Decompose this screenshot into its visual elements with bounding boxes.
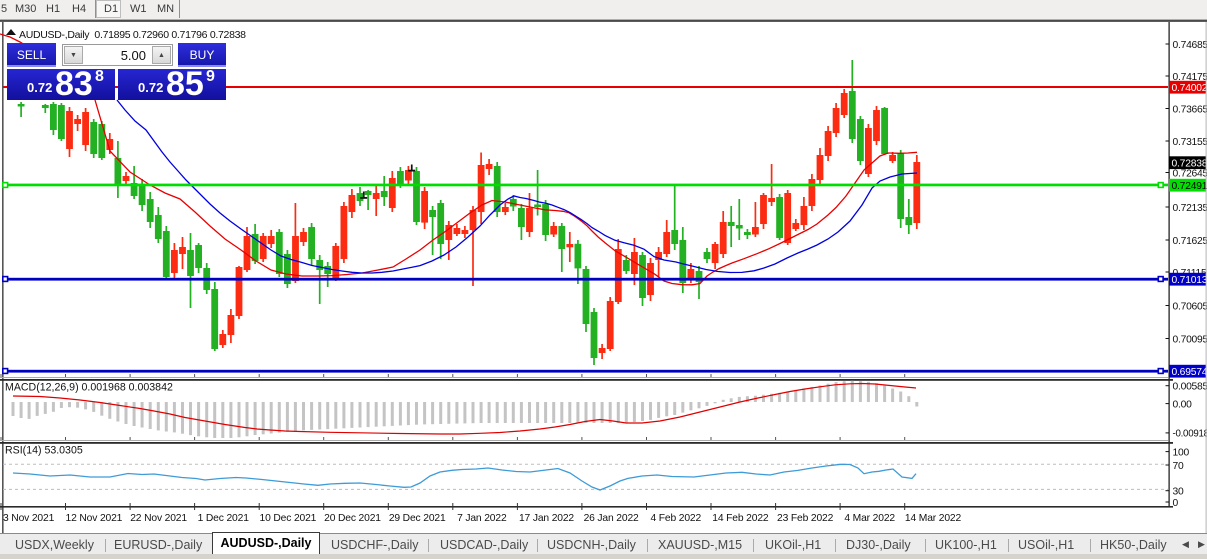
svg-text:4 Feb 2022: 4 Feb 2022 bbox=[650, 513, 701, 524]
svg-text:1 Dec 2021: 1 Dec 2021 bbox=[198, 513, 250, 524]
svg-text:0.74685: 0.74685 bbox=[1173, 40, 1207, 51]
svg-text:-0.00918: -0.00918 bbox=[1173, 429, 1207, 440]
svg-text:0.70095: 0.70095 bbox=[1173, 334, 1207, 345]
svg-text:0.71013: 0.71013 bbox=[1172, 275, 1207, 286]
svg-text:0.70605: 0.70605 bbox=[1173, 301, 1207, 312]
svg-text:0.69574: 0.69574 bbox=[1172, 367, 1207, 378]
svg-text:70: 70 bbox=[1173, 461, 1184, 472]
svg-text:RSI(14) 53.0305: RSI(14) 53.0305 bbox=[5, 445, 83, 457]
svg-text:26 Jan 2022: 26 Jan 2022 bbox=[584, 513, 639, 524]
svg-text:0.71625: 0.71625 bbox=[1173, 236, 1207, 247]
svg-text:100: 100 bbox=[1173, 447, 1190, 458]
svg-text:17 Jan 2022: 17 Jan 2022 bbox=[519, 513, 574, 524]
svg-text:23 Feb 2022: 23 Feb 2022 bbox=[777, 513, 834, 524]
svg-text:22 Nov 2021: 22 Nov 2021 bbox=[130, 513, 187, 524]
svg-text:0.72645: 0.72645 bbox=[1173, 168, 1207, 179]
svg-text:30: 30 bbox=[1173, 487, 1184, 498]
svg-text:20 Dec 2021: 20 Dec 2021 bbox=[324, 513, 381, 524]
svg-text:29 Dec 2021: 29 Dec 2021 bbox=[389, 513, 446, 524]
svg-text:7 Jan 2022: 7 Jan 2022 bbox=[457, 513, 507, 524]
svg-text:10 Dec 2021: 10 Dec 2021 bbox=[260, 513, 317, 524]
svg-text:0.72491: 0.72491 bbox=[1172, 181, 1207, 192]
svg-text:0.00585: 0.00585 bbox=[1173, 382, 1207, 393]
svg-text:4 Mar 2022: 4 Mar 2022 bbox=[844, 513, 895, 524]
svg-text:AUDUSD-,Daily 0.71895 0.72960: AUDUSD-,Daily 0.71895 0.72960 0.71796 0.… bbox=[19, 29, 246, 41]
svg-text:0.74175: 0.74175 bbox=[1173, 72, 1207, 83]
svg-text:14 Mar 2022: 14 Mar 2022 bbox=[905, 513, 962, 524]
svg-text:MACD(12,26,9) 0.001968 0.00384: MACD(12,26,9) 0.001968 0.003842 bbox=[5, 382, 173, 394]
svg-text:0.00: 0.00 bbox=[1173, 399, 1193, 410]
svg-text:0.72135: 0.72135 bbox=[1173, 203, 1207, 214]
svg-text:0.74002: 0.74002 bbox=[1172, 83, 1207, 94]
svg-text:0.73155: 0.73155 bbox=[1173, 137, 1207, 148]
svg-text:0.72838: 0.72838 bbox=[1172, 158, 1207, 169]
svg-text:0.73665: 0.73665 bbox=[1173, 104, 1207, 115]
svg-text:12 Nov 2021: 12 Nov 2021 bbox=[66, 513, 123, 524]
svg-text:3 Nov 2021: 3 Nov 2021 bbox=[3, 513, 55, 524]
svg-text:14 Feb 2022: 14 Feb 2022 bbox=[712, 513, 769, 524]
svg-text:0: 0 bbox=[1173, 498, 1179, 509]
